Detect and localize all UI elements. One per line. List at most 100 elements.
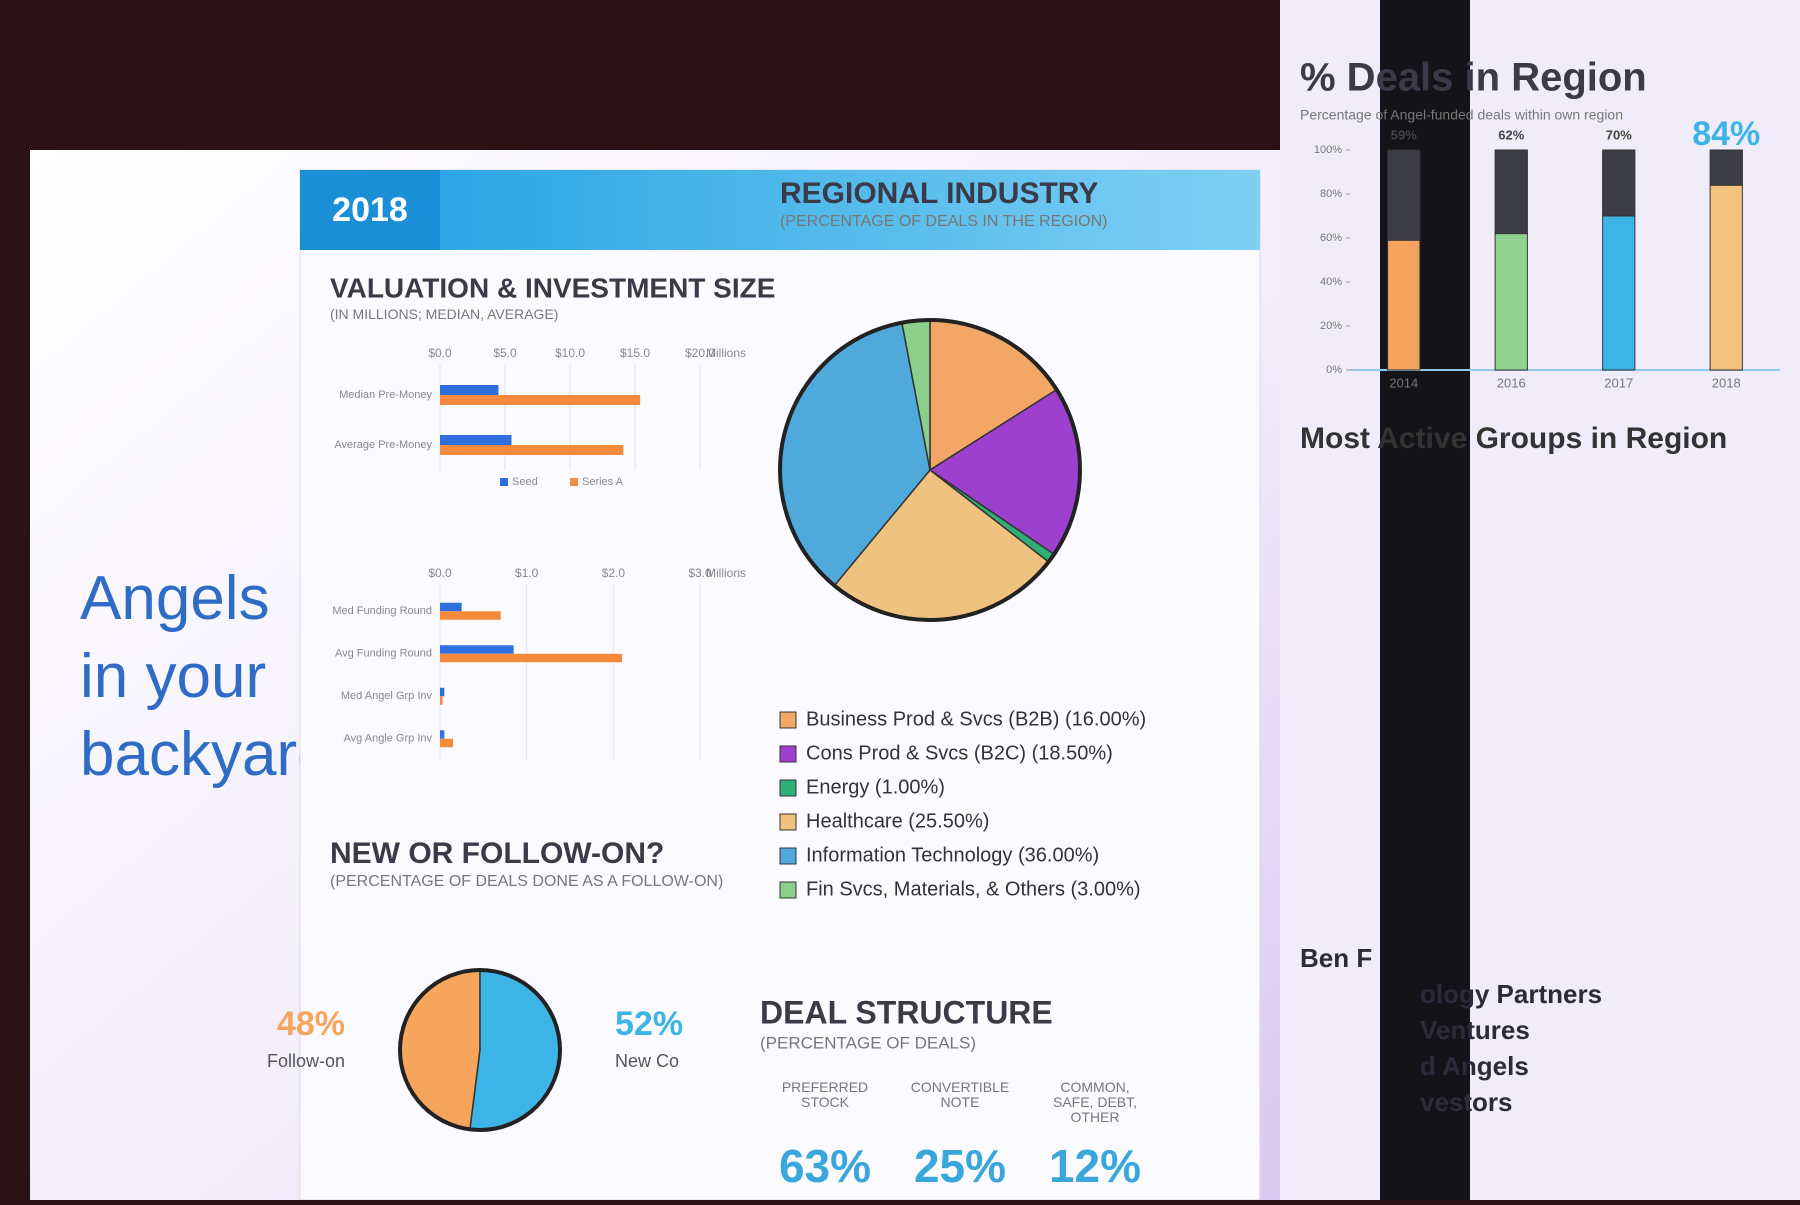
stat-value: 25% [914,1140,1006,1192]
y-tick-label: 80% [1320,188,1342,200]
bar [440,395,641,405]
group-name: d Angels [1420,1051,1529,1081]
groups-title: Most Active Groups in Region [1300,422,1727,455]
x-tick-label: 2016 [1497,375,1526,390]
headline-box: Angels in your backyard [80,564,300,789]
y-tick-label: 40% [1320,276,1342,288]
value-label: 62% [1498,127,1524,142]
header-band [300,170,1260,250]
x-tick-label: 2018 [1712,375,1741,390]
y-tick-label: Average Pre-Money [334,439,432,451]
chart-subtitle: (PERCENTAGE OF DEALS DONE AS A FOLLOW-ON… [330,873,723,890]
chart-subtitle: Percentage of Angel-funded deals within … [1300,107,1623,123]
bar [440,653,622,663]
bar [440,696,443,705]
x-tick-label: $15.0 [620,346,650,360]
chart-title: NEW OR FOLLOW-ON? [330,837,664,870]
value-label: 52% [615,1005,683,1043]
y-tick-label: 20% [1320,320,1342,332]
x-tick-label: $1.0 [515,566,539,580]
chart-title: % Deals in Region [1300,56,1647,100]
legend-label: Healthcare (25.50%) [806,810,989,832]
x-tick-label: $2.0 [602,566,626,580]
x-tick-label: $5.0 [493,346,517,360]
headline: Angels in your backyard [80,564,300,789]
legend-label: Cons Prod & Svcs (B2C) (18.50%) [806,742,1113,764]
x-tick-label: $3.0 [688,566,712,580]
bar [440,602,462,612]
pie-rim [398,968,562,1132]
category-label: New Co [615,1051,679,1071]
bar-segment [1494,233,1528,371]
y-tick-label: Med Funding Round [332,605,432,617]
y-tick-label: Median Pre-Money [339,389,432,401]
stat-category: CONVERTIBLE NOTE [910,1080,1010,1110]
y-tick-label: Avg Angle Grp Inv [344,733,433,745]
year: 2018 [332,191,408,229]
legend-swatch [500,478,508,486]
value-label: 48% [277,1005,345,1043]
x-axis-label: Millions [706,566,746,580]
legend-label: Business Prod & Svcs (B2B) (16.00%) [806,708,1146,730]
legend-label: Fin Svcs, Materials, & Others (3.00%) [806,878,1141,900]
legend-label: Energy (1.00%) [806,776,945,798]
group-name: Ventures [1420,1015,1530,1045]
legend-label: Information Technology (36.00%) [806,844,1099,866]
legend-swatch [779,847,797,865]
group-name: Ben F [1300,943,1372,973]
value-label: 70% [1606,127,1632,142]
bar [440,687,445,697]
stat-category: COMMON, SAFE, DEBT, OTHER [1052,1080,1138,1125]
chart-title: REGIONAL INDUSTRY [780,177,1098,210]
y-tick-label: Med Angel Grp Inv [341,690,433,702]
chart-subtitle: (IN MILLIONS; MEDIAN, AVERAGE) [330,306,558,322]
pie-rim [778,318,1082,622]
bar [440,611,501,620]
bar [440,645,514,654]
group-name: vestors [1420,1087,1513,1117]
chart-title: VALUATION & INVESTMENT SIZE [330,272,775,303]
stat-category-box: CONVERTIBLE NOTE [910,1080,1010,1110]
x-tick-label: 2014 [1389,375,1418,390]
bar-segment [1387,239,1421,371]
x-tick-label: 2017 [1604,375,1633,390]
bar-segment [1602,215,1636,371]
x-tick-label: $20.0 [685,346,715,360]
bar [440,385,499,395]
y-tick-label: 100% [1314,144,1342,156]
legend-label: Seed [512,476,538,488]
x-tick-label: $10.0 [555,346,585,360]
legend-swatch [779,711,797,729]
stat-category-box: PREFERRED STOCK [781,1080,869,1110]
legend-swatch [779,813,797,831]
legend-swatch [779,881,797,899]
bar-segment [1494,149,1528,235]
stat-value: 12% [1049,1140,1141,1192]
stat-value: 63% [779,1140,871,1192]
bar-segment [1709,149,1743,186]
chart-title: DEAL STRUCTURE [760,994,1053,1030]
chart-subtitle: (PERCENTAGE OF DEALS) [760,1033,976,1052]
x-tick-label: $0.0 [428,346,452,360]
stat-category-box: COMMON, SAFE, DEBT, OTHER [1052,1080,1138,1125]
y-tick-label: Avg Funding Round [335,648,432,660]
bar [440,435,512,445]
legend-swatch [779,779,797,797]
legend-swatch [570,478,578,486]
bar-segment [1709,184,1743,371]
bar [440,730,445,739]
bar [440,738,453,748]
x-axis-label: Millions [706,346,746,360]
y-tick-label: 60% [1320,232,1342,244]
stat-category: PREFERRED STOCK [781,1080,869,1110]
value-label: 59% [1391,127,1417,142]
value-label: 84% [1692,115,1760,153]
y-tick-label: 0% [1326,364,1342,376]
group-name: ology Partners [1420,979,1602,1009]
chart-subtitle: (PERCENTAGE OF DEALS IN THE REGION) [780,213,1107,230]
year-box [300,170,440,250]
bar-segment [1387,149,1421,241]
bar-segment [1602,149,1636,217]
